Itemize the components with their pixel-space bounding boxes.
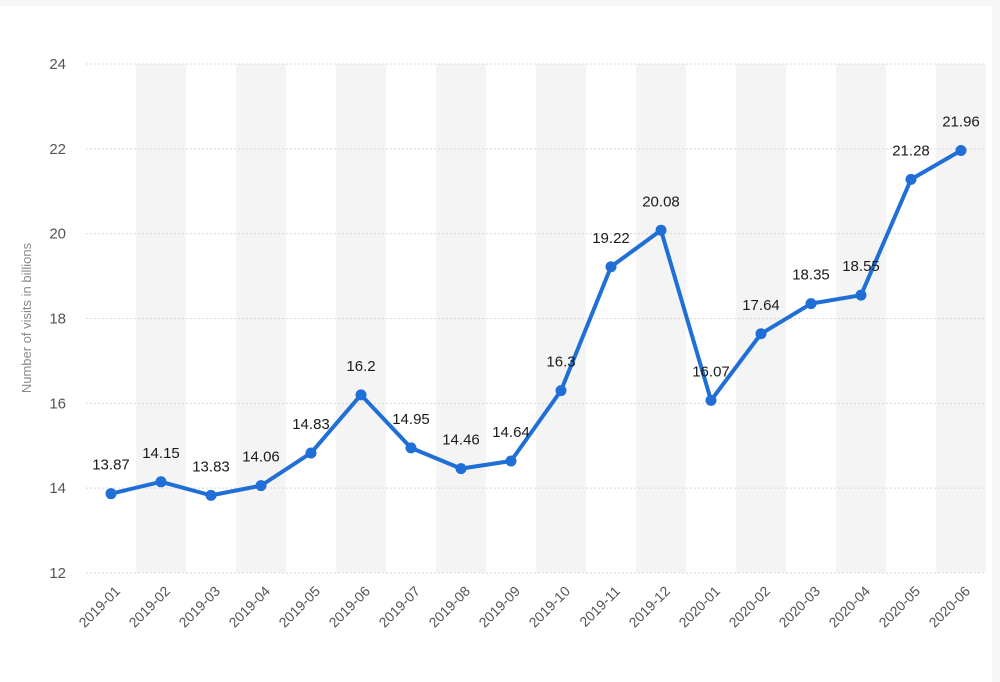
data-label-2019-06: 16.2 — [346, 358, 375, 375]
x-tick-label-2020-03: 2020-03 — [775, 583, 823, 631]
alternating-bands — [136, 64, 986, 573]
data-point-2019-08 — [455, 463, 467, 475]
y-tick-label-16: 16 — [49, 395, 66, 412]
band-2019-06 — [336, 64, 386, 573]
x-tick-label-2019-09: 2019-09 — [475, 583, 523, 631]
data-label-2020-03: 18.35 — [792, 267, 830, 284]
data-point-2019-06 — [355, 389, 367, 401]
x-tick-label-2019-03: 2019-03 — [175, 583, 223, 631]
x-tick-label-2019-06: 2019-06 — [325, 583, 373, 631]
series-line — [109, 148, 963, 498]
data-label-2019-10: 16.3 — [546, 354, 575, 371]
x-tick-label-2019-11: 2019-11 — [576, 583, 623, 630]
y-tick-label-22: 22 — [49, 141, 66, 158]
x-tick-label-2019-05: 2019-05 — [275, 583, 323, 631]
y-tick-label-14: 14 — [49, 480, 66, 497]
data-label-2019-01: 13.87 — [92, 457, 130, 474]
x-tick-label-2019-07: 2019-07 — [375, 583, 423, 631]
x-tick-label-2020-04: 2020-04 — [825, 583, 873, 631]
data-point-2020-05 — [905, 173, 917, 185]
data-point-2019-10 — [555, 385, 567, 397]
data-point-2020-01 — [705, 394, 717, 406]
data-point-2019-11 — [605, 261, 617, 273]
x-tick-label-2019-02: 2019-02 — [125, 583, 173, 631]
data-label-2020-05: 21.28 — [892, 142, 930, 159]
data-point-2019-12 — [655, 224, 667, 236]
data-label-2019-07: 14.95 — [392, 411, 430, 428]
data-point-2019-04 — [255, 480, 267, 492]
data-point-2019-03 — [205, 489, 217, 501]
data-label-2019-11: 19.22 — [592, 230, 630, 247]
data-label-2020-02: 17.64 — [742, 297, 780, 314]
x-tick-label-2019-10: 2019-10 — [525, 583, 573, 631]
data-point-2020-04 — [855, 289, 867, 301]
data-label-2020-04: 18.55 — [842, 258, 880, 275]
data-label-2019-08: 14.46 — [442, 432, 480, 449]
data-points — [105, 145, 967, 501]
band-2019-12 — [636, 64, 686, 573]
x-tick-label-2019-12: 2019-12 — [625, 583, 673, 631]
x-tick-label-2019-08: 2019-08 — [425, 583, 473, 631]
data-point-2019-05 — [305, 447, 317, 459]
x-tick-label-2020-06: 2020-06 — [925, 583, 973, 631]
data-label-2019-04: 14.06 — [242, 449, 280, 466]
y-axis-label: Number of visits in billions — [19, 242, 34, 393]
y-tick-label-24: 24 — [49, 56, 66, 73]
x-tick-label-2020-02: 2020-02 — [725, 583, 773, 631]
data-label-2020-06: 21.96 — [942, 114, 980, 131]
band-2020-02 — [736, 64, 786, 573]
x-axis-ticks: 2019-01 2019-02 2019-03 2019-04 2019-05 2019-… — [75, 583, 973, 631]
data-label-2019-09: 14.64 — [492, 424, 530, 441]
x-tick-label-2019-04: 2019-04 — [225, 583, 273, 631]
y-tick-label-12: 12 — [49, 565, 66, 582]
data-label-2019-02: 14.15 — [142, 445, 180, 462]
data-point-2019-02 — [155, 476, 167, 488]
gridlines — [86, 63, 986, 574]
band-2019-08 — [436, 64, 486, 573]
data-labels: 13.87 14.15 13.83 14.06 14.83 16.2 14.95 14.46 1… — [92, 114, 980, 476]
data-point-2019-09 — [505, 455, 517, 467]
x-tick-label-2019-01: 2019-01 — [75, 583, 123, 631]
data-point-2020-02 — [755, 328, 767, 340]
data-point-2020-03 — [805, 298, 817, 310]
data-label-2019-12: 20.08 — [642, 193, 680, 210]
data-point-2019-07 — [405, 442, 417, 454]
data-label-2020-01: 16.07 — [692, 363, 730, 380]
y-tick-label-18: 18 — [49, 311, 66, 328]
band-2019-10 — [536, 64, 586, 573]
y-axis-ticks: 12 14 16 18 20 22 24 — [49, 56, 66, 582]
data-point-2019-01 — [105, 488, 117, 500]
band-2020-04 — [836, 64, 886, 573]
y-tick-label-20: 20 — [49, 226, 66, 243]
x-tick-label-2020-01: 2020-01 — [675, 583, 723, 631]
x-tick-label-2020-05: 2020-05 — [875, 583, 923, 631]
data-label-2019-03: 13.83 — [192, 458, 230, 475]
series-line-group — [109, 148, 963, 498]
data-point-2020-06 — [955, 145, 967, 157]
data-label-2019-05: 14.83 — [292, 416, 330, 433]
